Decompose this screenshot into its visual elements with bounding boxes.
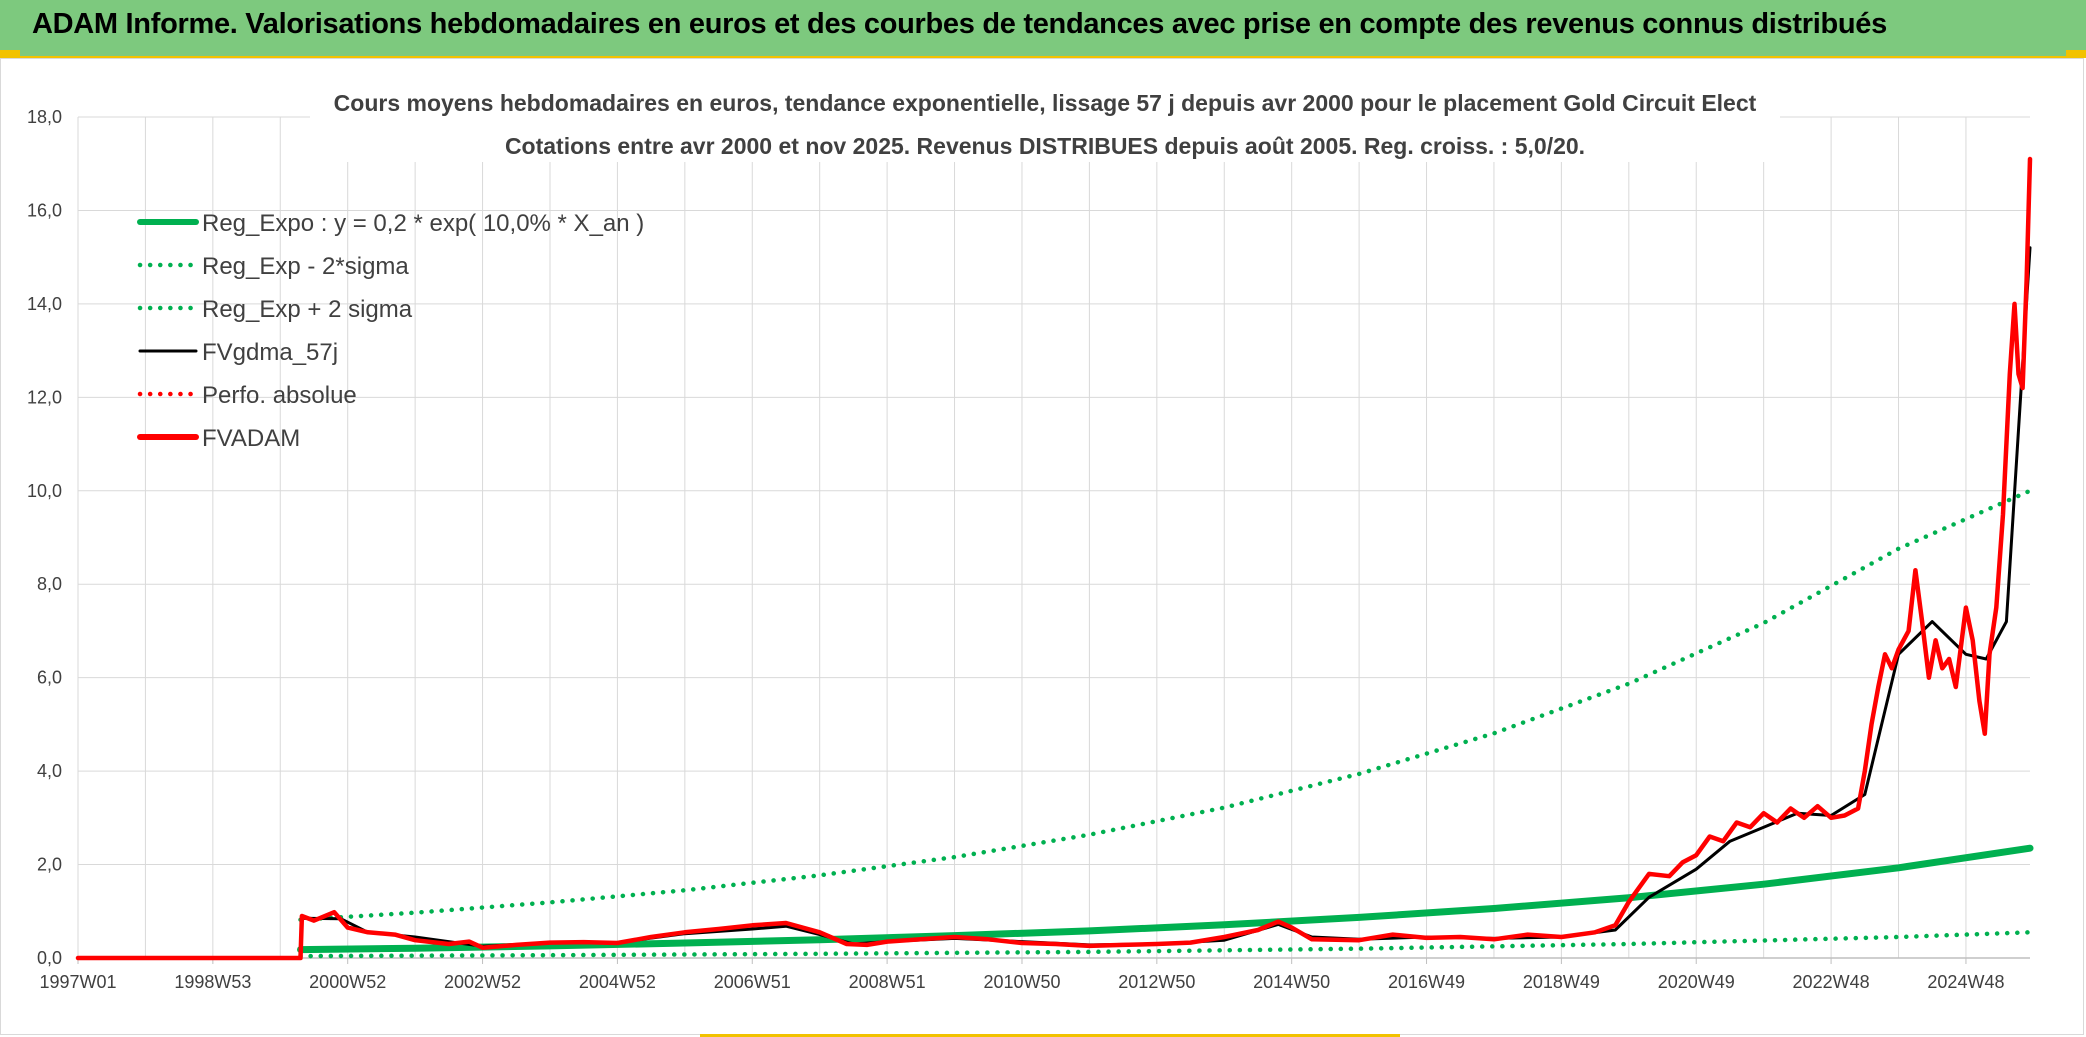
y-tick-label: 6,0 — [37, 668, 62, 688]
legend-label: Reg_Exp - 2*sigma — [202, 253, 409, 280]
x-tick-label: 2018W49 — [1523, 972, 1600, 992]
y-tick-label: 4,0 — [37, 761, 62, 781]
y-tick-label: 16,0 — [27, 200, 62, 220]
x-tick-label: 2004W52 — [579, 972, 656, 992]
series-line — [75, 156, 2033, 961]
series-line — [298, 488, 2033, 922]
x-tick-label: 2020W49 — [1658, 972, 1735, 992]
legend-label: Perfo. absolue — [202, 382, 357, 409]
x-tick-label: 2014W50 — [1253, 972, 1330, 992]
x-tick-label: 2006W51 — [714, 972, 791, 992]
y-tick-label: 10,0 — [27, 481, 62, 501]
y-tick-label: 14,0 — [27, 294, 62, 314]
x-tick-label: 2012W50 — [1118, 972, 1195, 992]
series-line — [298, 930, 2033, 959]
x-tick-label: 2010W50 — [983, 972, 1060, 992]
series-line — [76, 246, 2032, 960]
series-line — [297, 844, 2034, 954]
chart-subtitle: Cotations entre avr 2000 et nov 2025. Re… — [505, 133, 1585, 159]
y-tick-label: 0,0 — [37, 948, 62, 968]
y-tick-label: 8,0 — [37, 574, 62, 594]
y-tick-label: 12,0 — [27, 387, 62, 407]
banner-title: ADAM Informe. Valorisations hebdomadaire… — [32, 8, 1887, 40]
legend-label: FVgdma_57j — [202, 339, 338, 366]
x-tick-label: 2022W48 — [1793, 972, 1870, 992]
y-tick-label: 18,0 — [27, 107, 62, 127]
legend-label: FVADAM — [202, 425, 300, 452]
y-axis: 0,0 2,0 4,0 6,0 8,0 10,0 12,0 14,0 16,0 18,0 — [27, 107, 62, 968]
legend-label: Reg_Expo : y = 0,2 * exp( 10,0% * X_an ) — [202, 210, 644, 237]
legend-label: Reg_Exp + 2 sigma — [202, 296, 413, 323]
y-tick-label: 2,0 — [37, 855, 62, 875]
x-axis: 1997W01 1998W53 2000W52 2002W52 2004W52 2006W… — [39, 957, 2030, 992]
banner-accent-left — [0, 50, 20, 58]
bottom-accent — [700, 1034, 1400, 1037]
x-tick-label: 2000W52 — [309, 972, 386, 992]
x-tick-label: 2008W51 — [849, 972, 926, 992]
x-tick-label: 1997W01 — [39, 972, 116, 992]
title-backdrop — [310, 86, 1780, 162]
x-tick-label: 2024W48 — [1927, 972, 2004, 992]
chart-title: Cours moyens hebdomadaires en euros, ten… — [334, 90, 1757, 116]
x-tick-label: 2016W49 — [1388, 972, 1465, 992]
x-tick-label: 1998W53 — [174, 972, 251, 992]
x-tick-label: 2002W52 — [444, 972, 521, 992]
header-banner: ADAM Informe. Valorisations hebdomadaire… — [0, 0, 2086, 58]
legend: Reg_Expo : y = 0,2 * exp( 10,0% * X_an )… — [137, 210, 644, 452]
banner-accent-right — [2066, 50, 2086, 58]
grid — [77, 116, 2030, 959]
series-group — [75, 156, 2034, 961]
